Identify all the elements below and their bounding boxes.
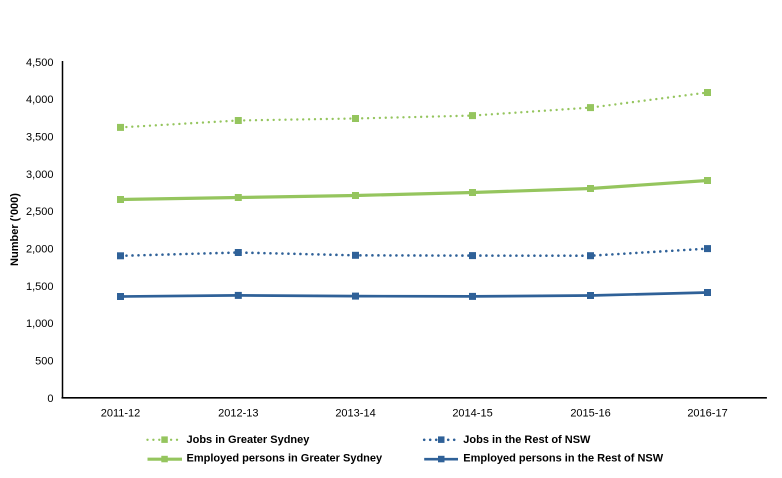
svg-text:Jobs in Greater Sydney: Jobs in Greater Sydney [187,434,311,446]
svg-text:1,500: 1,500 [26,281,54,293]
svg-text:2,500: 2,500 [26,206,54,218]
svg-text:3,500: 3,500 [26,132,54,144]
svg-text:2012-13: 2012-13 [218,408,258,420]
svg-text:500: 500 [35,356,53,368]
svg-text:2013-14: 2013-14 [335,408,375,420]
svg-text:3,000: 3,000 [26,169,54,181]
svg-text:0: 0 [47,393,53,405]
svg-text:2011-12: 2011-12 [101,408,141,420]
svg-text:Employed persons in Greater Sy: Employed persons in Greater Sydney [187,452,384,464]
svg-text:4,500: 4,500 [26,57,54,69]
svg-text:2016-17: 2016-17 [687,408,727,420]
svg-text:Employed persons in the Rest o: Employed persons in the Rest of NSW [463,452,663,464]
svg-text:Jobs in the Rest of NSW: Jobs in the Rest of NSW [463,434,591,446]
svg-text:Number ('000): Number ('000) [9,193,21,266]
svg-text:1,000: 1,000 [26,318,54,330]
svg-text:2015-16: 2015-16 [570,408,610,420]
svg-text:2,000: 2,000 [26,244,54,256]
svg-text:2014-15: 2014-15 [452,408,492,420]
svg-text:4,000: 4,000 [26,94,54,106]
